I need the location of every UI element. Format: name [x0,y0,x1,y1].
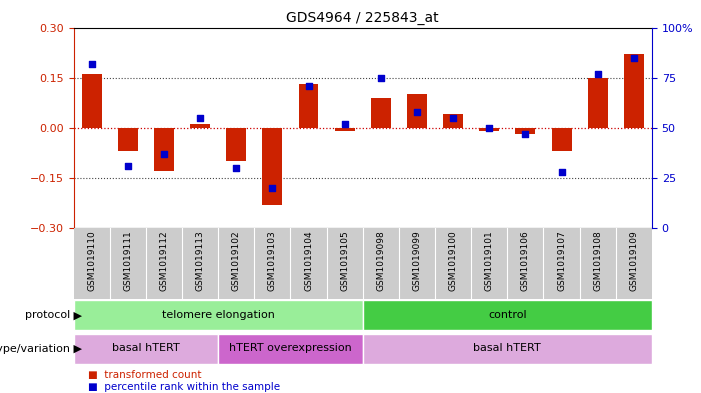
Bar [471,228,508,299]
Bar [363,300,652,331]
Bar [146,228,182,299]
Bar [74,228,110,299]
Text: control: control [488,310,526,320]
Text: protocol: protocol [25,310,70,320]
Text: ■  transformed count: ■ transformed count [88,370,201,380]
Point [628,55,639,61]
Bar [624,54,644,128]
Text: GSM1019107: GSM1019107 [557,230,566,291]
Bar [154,128,174,171]
Point [267,185,278,191]
Bar [262,128,283,204]
Bar [299,84,318,128]
Bar [82,74,102,128]
Text: ▶: ▶ [70,310,82,320]
Bar [182,228,218,299]
Bar [335,128,355,131]
Bar [443,114,463,128]
Bar [580,228,615,299]
Text: GSM1019098: GSM1019098 [376,230,386,291]
Point [375,75,386,81]
Point [231,165,242,171]
Text: hTERT overexpression: hTERT overexpression [229,343,352,353]
Text: GSM1019108: GSM1019108 [593,230,602,291]
Bar [543,228,580,299]
Bar [615,228,652,299]
Text: GSM1019109: GSM1019109 [629,230,639,291]
Bar [435,228,471,299]
Bar [371,97,390,128]
Text: GSM1019102: GSM1019102 [232,230,240,291]
Bar [587,78,608,128]
Text: GSM1019103: GSM1019103 [268,230,277,291]
Bar [118,128,138,151]
Text: GSM1019111: GSM1019111 [123,230,132,291]
Text: GSM1019106: GSM1019106 [521,230,530,291]
Bar [363,228,399,299]
Bar [74,334,218,364]
Point [447,115,458,121]
Bar [399,228,435,299]
Text: genotype/variation: genotype/variation [0,344,70,354]
Bar [218,334,363,364]
Point [86,61,97,67]
Text: GSM1019100: GSM1019100 [449,230,458,291]
Bar [190,124,210,128]
Bar [226,128,246,161]
Text: basal hTERT: basal hTERT [112,343,179,353]
Point [520,130,531,137]
Text: GSM1019104: GSM1019104 [304,230,313,291]
Point [303,83,314,89]
Point [592,70,604,77]
Bar [515,128,536,134]
Text: GSM1019110: GSM1019110 [87,230,96,291]
Point [411,108,423,115]
Bar [552,128,571,151]
Bar [407,94,427,128]
Text: GSM1019099: GSM1019099 [412,230,421,291]
Bar [218,228,254,299]
Point [339,121,350,127]
Bar [254,228,290,299]
Bar [110,228,146,299]
Text: GSM1019113: GSM1019113 [196,230,205,291]
Bar [479,128,499,131]
Bar [363,334,652,364]
Bar [508,228,543,299]
Point [158,151,170,157]
Text: GSM1019105: GSM1019105 [340,230,349,291]
Text: ■  percentile rank within the sample: ■ percentile rank within the sample [88,382,280,392]
Text: basal hTERT: basal hTERT [473,343,541,353]
Point [122,163,133,169]
Text: GSM1019112: GSM1019112 [159,230,168,291]
Bar [74,300,363,331]
Title: GDS4964 / 225843_at: GDS4964 / 225843_at [287,11,439,25]
Text: ▶: ▶ [70,344,82,354]
Text: GSM1019101: GSM1019101 [485,230,494,291]
Bar [327,228,363,299]
Bar [290,228,327,299]
Text: telomere elongation: telomere elongation [162,310,275,320]
Point [556,169,567,175]
Point [484,125,495,131]
Point [194,115,205,121]
